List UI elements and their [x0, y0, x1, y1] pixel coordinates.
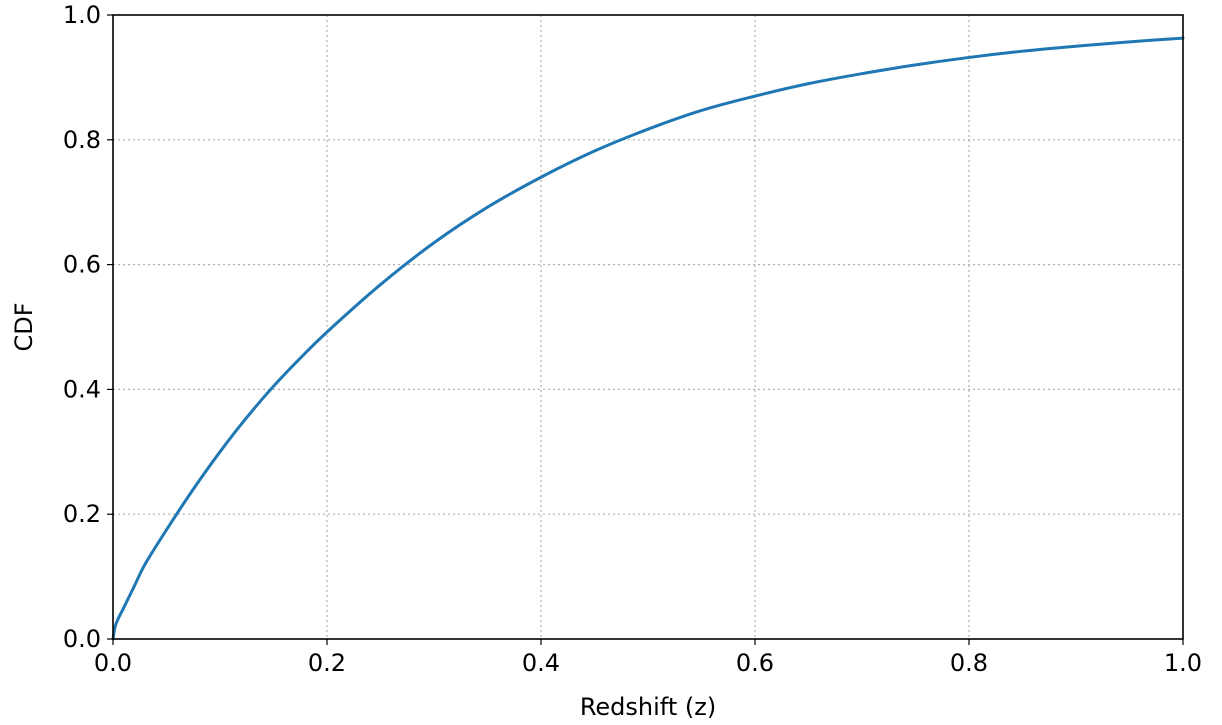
y-tick-label: 0.8: [63, 126, 101, 154]
x-tick-label: 0.0: [94, 649, 132, 677]
series-layer: [111, 36, 1185, 641]
y-axis-label: CDF: [10, 302, 38, 351]
grid: [113, 15, 1183, 639]
cdf-series-line: [111, 36, 1185, 641]
y-tick-label: 0.0: [63, 625, 101, 653]
y-tick-label: 1.0: [63, 1, 101, 29]
x-tick-label: 0.8: [950, 649, 988, 677]
x-axis-label: Redshift (z): [580, 693, 716, 721]
x-tick-label: 0.6: [736, 649, 774, 677]
y-tick-label: 0.2: [63, 500, 101, 528]
y-tick-label: 0.4: [63, 375, 101, 403]
x-tick-label: 0.2: [308, 649, 346, 677]
tick-layer: 0.0 0.2 0.4 0.6 0.8 1.0 0.0 0.2 0.4 0.6 0.8 1.0: [63, 1, 1202, 677]
x-tick-label: 1.0: [1164, 649, 1202, 677]
plot-frame: [112, 14, 1184, 640]
x-tick-label: 0.4: [522, 649, 560, 677]
y-tick-label: 0.6: [63, 251, 101, 279]
